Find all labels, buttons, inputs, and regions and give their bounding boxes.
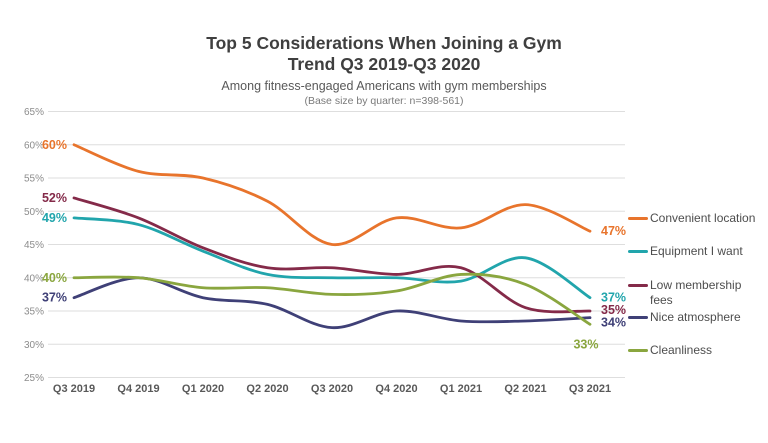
series-end-label-low-membership-fees: 35% [601,303,626,317]
series-end-label-convenient-location: 47% [601,224,626,238]
chart-subtitle: Among fitness-engaged Americans with gym… [221,79,547,93]
x-axis-tick-q3-2019: Q3 2019 [53,383,95,395]
series-end-label-equipment-i-want: 37% [601,291,626,305]
y-axis-tick-45: 45% [24,240,44,251]
series-end-label-nice-atmosphere: 34% [601,316,626,330]
series-line-cleanliness [72,272,592,326]
series-start-label-convenient-location: 60% [42,138,67,152]
x-axis-tick-q3-2021: Q3 2021 [569,383,611,395]
series-line-equipment-i-want [72,216,592,300]
series-start-label-nice-atmosphere: 37% [42,291,67,305]
y-axis-tick-40: 40% [24,273,44,284]
chart-title-line-2: Trend Q3 2019-Q3 2020 [287,54,481,74]
y-axis-tick-60: 60% [24,140,44,151]
x-axis-tick-q3-2020: Q3 2020 [311,383,353,395]
series-line-nice-atmosphere [72,276,592,330]
y-axis-tick-25: 25% [24,373,44,384]
x-axis-tick-q4-2020: Q4 2020 [375,383,417,395]
y-axis-tick-65: 65% [24,107,44,118]
series-start-label-equipment-i-want: 49% [42,211,67,225]
y-axis-tick-35: 35% [24,307,44,318]
y-axis-tick-55: 55% [24,174,44,185]
x-axis-tick-q4-2019: Q4 2019 [117,383,159,395]
x-axis-tick-q2-2020: Q2 2020 [246,383,288,395]
y-axis-tick-30: 30% [24,340,44,351]
series-start-label-low-membership-fees: 52% [42,191,67,205]
series-end-label-cleanliness: 33% [573,337,598,351]
chart-title-line-1: Top 5 Considerations When Joining a Gym [206,33,562,53]
x-axis-tick-q1-2021: Q1 2021 [440,383,482,395]
chart-header: Top 5 Considerations When Joining a Gym … [0,33,768,107]
y-axis-tick-50: 50% [24,207,44,218]
base-size-note: (Base size by quarter: n=398-561) [304,95,464,107]
series-start-label-cleanliness: 40% [42,271,67,285]
series-line-convenient-location [72,143,592,246]
x-axis-tick-q2-2021: Q2 2021 [504,383,546,395]
series-line-low-membership-fees [72,196,592,314]
x-axis-tick-q1-2020: Q1 2020 [182,383,224,395]
